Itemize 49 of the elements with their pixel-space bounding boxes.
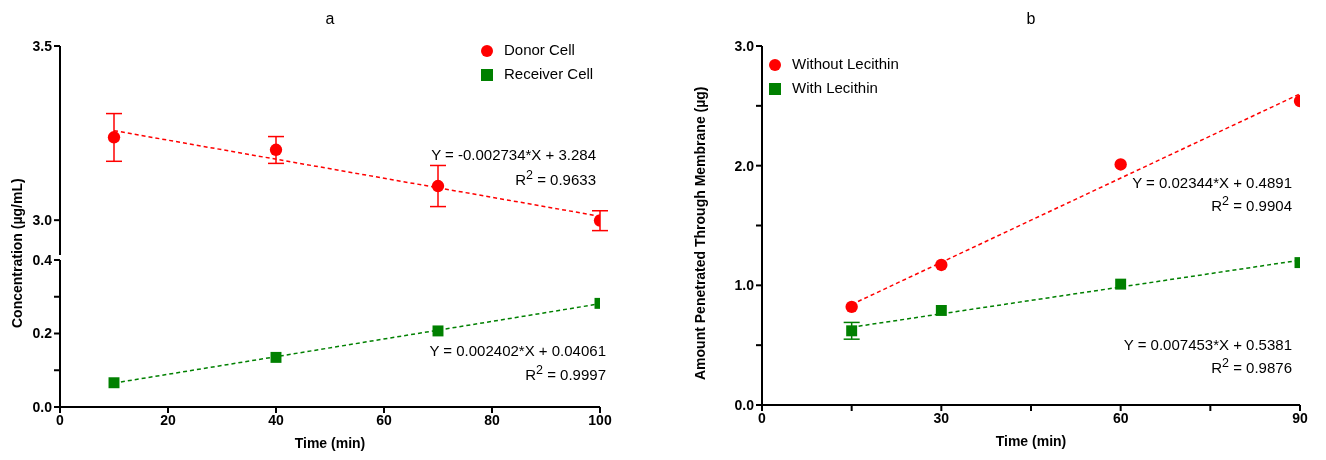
point [935,258,948,272]
x-tick-label: 60 [376,411,392,428]
legend-label: Without Lecithin [791,54,899,74]
point [935,304,947,316]
x-tick-label: 30 [933,409,950,426]
x-tick-label: 0 [56,411,65,428]
point [431,179,445,193]
annotation: Y = 0.002402*X + 0.04061 [429,342,606,359]
x-tick-label: 90 [1292,409,1308,426]
point [108,377,120,389]
y-tick-label: 2.0 [734,157,755,174]
x-tick-label: 100 [588,411,612,428]
y-tick-label: 0.2 [32,325,53,342]
y-tick-label: 3.0 [734,37,755,54]
legend-label: Receiver Cell [503,64,594,84]
annotation: Y = 0.007453*X + 0.5381 [1123,336,1292,353]
y-tick-label: 0.4 [32,251,53,268]
annotation: R$^{2}$ = 0.9997 [525,363,606,383]
x-tick-label: 20 [160,411,176,428]
legend-label: With Lecithin [791,78,879,98]
legend-label: Donor Cell [503,40,575,60]
point [269,143,283,156]
point [1114,158,1127,171]
point [845,300,858,314]
x-tick-label: 40 [268,411,284,428]
annotation: Y = 0.02344*X + 0.4891 [1132,174,1292,191]
annotation: R$^{2}$ = 0.9876 [1211,356,1292,376]
point [107,131,121,144]
annotation: Y = -0.002734*X + 3.284 [431,146,596,163]
chart-title: a [324,10,336,28]
y-tick-label: 0.0 [734,396,755,413]
chart-title: b [1025,10,1037,28]
x-axis-title: Time (min) [995,433,1067,449]
point [846,325,858,337]
annotation: R$^{2}$ = 0.9904 [1211,194,1292,214]
point [1115,278,1127,290]
y-axis-title: Concentration (µg/mL) [8,177,26,330]
y-tick-label: 0.0 [32,398,53,415]
x-axis-title: Time (min) [294,435,366,451]
annotation: R$^{2}$ = 0.9633 [515,168,596,188]
y-tick-label: 3.5 [32,37,53,54]
x-tick-label: 80 [484,411,500,428]
x-tick-label: 60 [1112,409,1129,426]
y-tick-label: 1.0 [734,277,755,294]
y-axis-title: Amount Penetrated Through Membrane (µg) [691,85,709,382]
point [270,351,282,363]
x-tick-label: 0 [758,409,767,426]
point [432,325,444,337]
y-tick-label: 3.0 [32,212,53,229]
